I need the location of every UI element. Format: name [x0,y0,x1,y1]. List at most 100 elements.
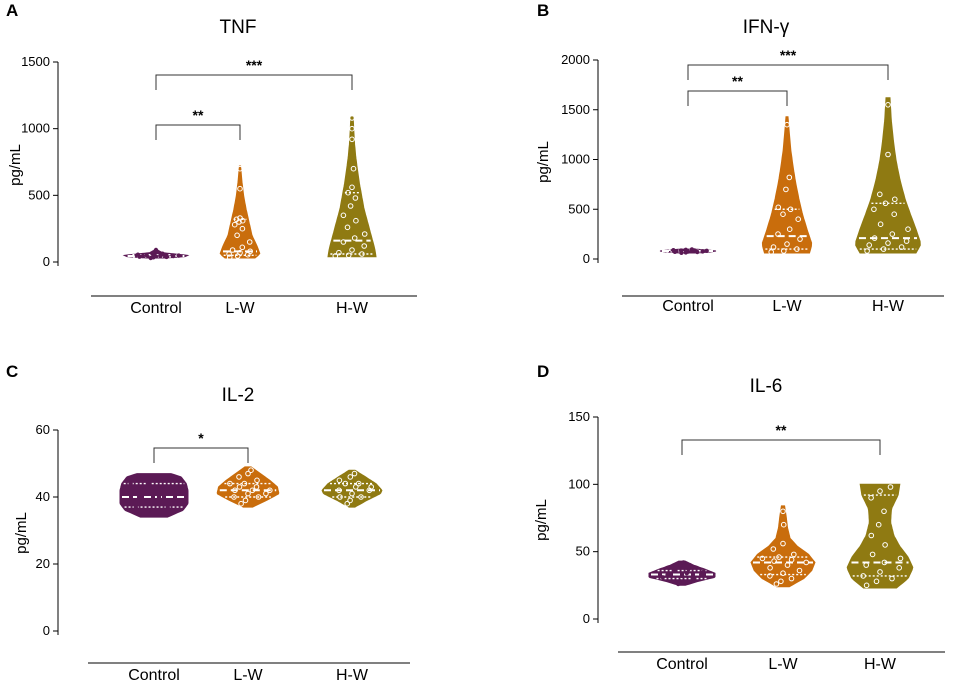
data-point [345,252,352,259]
y-axis-label: pg/mL [13,512,30,554]
significance-label: *** [780,47,797,63]
data-point [889,231,896,237]
x-category-label: L-W [772,298,802,315]
y-axis-label: pg/mL [7,144,24,186]
data-point [780,211,786,217]
data-point [340,239,347,245]
data-point [691,576,696,581]
data-point [253,484,260,490]
data-point [864,248,870,254]
data-point [787,206,794,213]
y-tick-label: 500 [568,201,590,216]
chart-title: IL-2 [222,385,255,406]
data-point [237,249,243,256]
data-point [778,578,784,585]
data-point [759,555,766,562]
data-point [342,480,349,487]
data-point [665,572,670,577]
data-point [683,247,688,253]
data-point [232,487,238,494]
significance-bracket: ** [681,422,881,455]
data-point [355,480,362,487]
data-point [896,565,903,571]
panel-d: D IL-6 pg/mL 0 50 100 150 Control L-W H-W ** [533,362,945,673]
data-point [881,559,888,566]
y-tick-label: 500 [28,187,50,202]
data-point [160,251,165,256]
bracket-line [687,64,889,80]
data-point [144,253,149,258]
panel-b: B IFN-γ pg/mL 0 500 1000 1500 2000 Control L-W H-W… [535,1,944,315]
data-point [350,165,357,172]
data-point [336,487,342,494]
data-point [903,238,910,244]
x-category-label: Control [656,656,708,673]
data-point [770,244,777,250]
data-point [136,494,142,500]
data-point [336,477,343,484]
y-tick-label: 0 [583,611,590,626]
data-point [153,254,159,259]
data-point [803,559,810,566]
data-point [236,474,242,480]
data-point [781,248,787,254]
data-point [877,569,883,575]
data-point [786,174,793,181]
panel-letter: B [537,1,549,20]
data-point [767,565,773,571]
y-tick-label: 2000 [561,52,590,67]
violin-body [327,116,377,258]
x-category-label: L-W [225,300,255,317]
data-point [336,249,342,256]
violin-body [761,116,813,254]
data-point [776,554,782,560]
data-point [255,494,262,500]
data-point [231,494,237,500]
data-point [795,216,802,222]
data-point [161,484,166,490]
violin-control [648,560,716,587]
data-point [164,478,170,483]
violin-body [219,165,261,259]
bracket-line [687,90,788,106]
data-point [237,185,243,192]
data-point [788,575,795,582]
data-point [241,480,248,487]
data-point [361,243,368,249]
data-point [767,573,773,579]
data-point [784,121,790,128]
bracket-line [155,74,353,90]
data-point [245,490,251,497]
data-point [871,206,877,213]
significance-label: * [198,430,204,446]
data-point [887,484,894,490]
data-point [176,253,181,258]
data-point [267,487,273,494]
data-point [361,231,368,237]
data-point [704,248,709,254]
data-point [775,204,782,211]
data-point [881,508,887,515]
data-point [359,251,365,257]
x-category-label: H-W [872,298,905,315]
data-point [147,508,153,513]
significance-bracket: *** [155,57,353,90]
data-point [863,562,870,568]
x-category-label: H-W [336,667,369,683]
data-point [156,494,162,500]
y-tick-label: 60 [36,422,50,437]
data-point [672,568,677,573]
data-point [666,565,672,570]
data-point [660,575,665,580]
data-point [791,551,797,558]
data-point [898,244,905,250]
significance-label: ** [193,107,204,123]
y-tick-label: 1000 [561,152,590,167]
data-point [868,495,874,501]
data-point [238,500,244,507]
bracket-line [153,447,249,463]
significance-label: ** [732,73,743,89]
data-point [885,102,891,108]
y-tick-label: 150 [568,409,590,424]
data-point [133,504,139,510]
